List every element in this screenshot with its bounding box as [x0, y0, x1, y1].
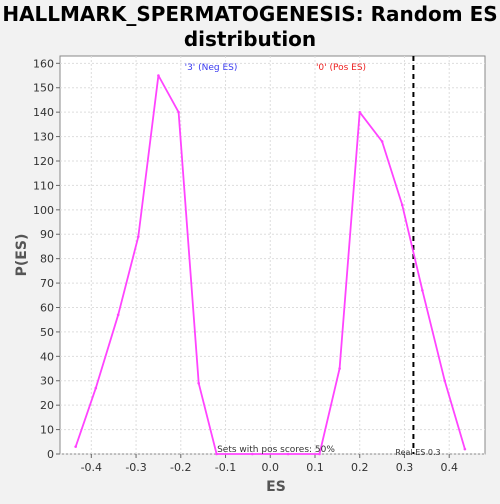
data-point [117, 314, 120, 317]
x-tick-label: -0.1 [215, 461, 236, 474]
x-tick-label: -0.4 [81, 461, 102, 474]
data-point [421, 289, 424, 292]
plot-area [60, 56, 485, 454]
x-axis-label: ES [266, 479, 286, 495]
y-tick-label: 100 [33, 204, 54, 217]
y-tick-label: 80 [40, 253, 54, 266]
data-point [137, 235, 140, 238]
y-tick-label: 110 [33, 179, 54, 192]
data-point [177, 111, 180, 114]
y-tick-label: 140 [33, 106, 54, 119]
data-point [358, 111, 361, 114]
data-point [74, 445, 77, 448]
y-tick-label: 130 [33, 131, 54, 144]
y-tick-label: 0 [47, 448, 54, 461]
x-tick-label: -0.3 [125, 461, 146, 474]
y-tick-label: 150 [33, 82, 54, 95]
x-tick-label: 0.1 [306, 461, 324, 474]
y-tick-label: 20 [40, 399, 54, 412]
y-tick-label: 40 [40, 350, 54, 363]
y-tick-label: 70 [40, 277, 54, 290]
chart-title-line-1: HALLMARK_SPERMATOGENESIS: Random ES [2, 2, 497, 26]
data-point [197, 382, 200, 385]
y-tick-label: 60 [40, 301, 54, 314]
y-tick-label: 30 [40, 375, 54, 388]
data-point [464, 448, 467, 451]
neg-es-label: '3' (Neg ES) [185, 63, 238, 73]
data-point [401, 204, 404, 207]
y-tick-label: 120 [33, 155, 54, 168]
y-tick-label: 50 [40, 326, 54, 339]
real-es-label: Real ES 0.3 [395, 448, 440, 457]
data-point [443, 379, 446, 382]
x-tick-label: 0.2 [351, 461, 369, 474]
chart-title-line-2: distribution [184, 27, 316, 51]
y-tick-label: 90 [40, 228, 54, 241]
pos-es-label: '0' (Pos ES) [316, 63, 366, 73]
x-tick-label: 0.3 [396, 461, 414, 474]
x-tick-label: -0.2 [170, 461, 191, 474]
x-tick-label: 0.4 [440, 461, 458, 474]
data-point [381, 140, 384, 143]
data-point [157, 74, 160, 77]
data-point [338, 367, 341, 370]
y-tick-label: 160 [33, 57, 54, 70]
pos-scores-label: Sets with pos scores: 50% [217, 445, 335, 455]
data-point [94, 387, 97, 390]
y-axis-label: P(ES) [14, 234, 30, 277]
x-tick-label: 0.0 [262, 461, 280, 474]
y-tick-label: 10 [40, 424, 54, 437]
